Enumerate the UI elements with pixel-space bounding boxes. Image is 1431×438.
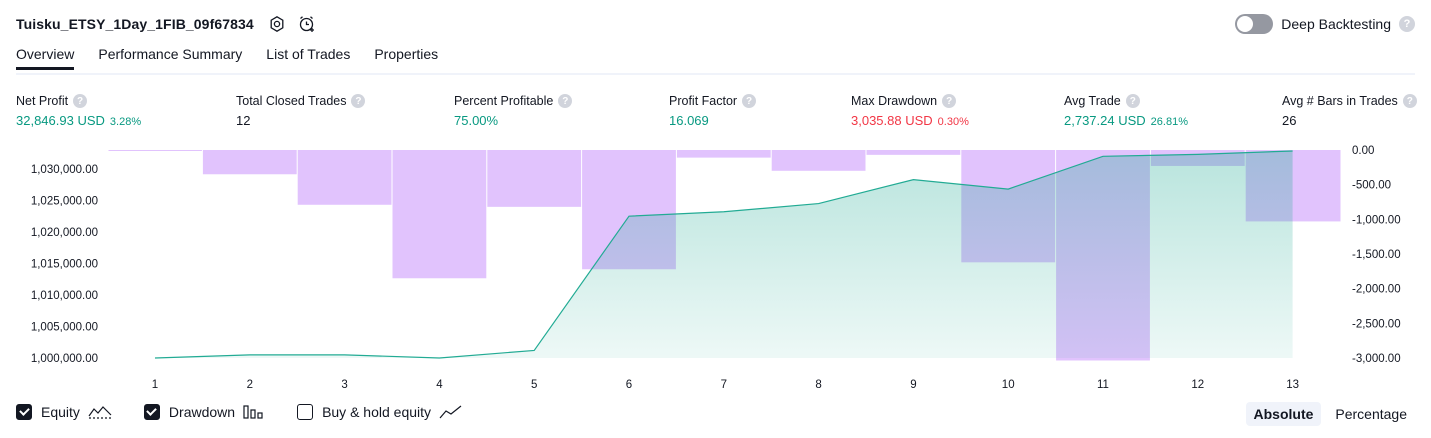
help-icon[interactable]: ?	[942, 94, 957, 108]
x-axis-tick: 2	[247, 379, 253, 391]
drawdown-bar	[676, 150, 771, 158]
help-icon[interactable]: ?	[742, 94, 757, 108]
x-axis-tick: 7	[721, 379, 727, 391]
metric-percent: 3.28%	[109, 116, 142, 128]
help-icon[interactable]: ?	[73, 94, 88, 108]
deep-backtesting-toggle[interactable]	[1235, 14, 1274, 34]
drawdown-bar	[866, 150, 961, 155]
deep-backtesting-label: Deep Backtesting	[1281, 16, 1391, 32]
scale-mode-switch: Absolute Percentage	[1245, 402, 1416, 426]
equity-checkbox[interactable]	[16, 404, 32, 420]
x-axis-tick: 3	[341, 379, 347, 391]
left-axis-tick: 1,025,000.00	[31, 195, 98, 207]
help-icon[interactable]: ?	[558, 94, 573, 108]
legend-equity[interactable]: Equity	[16, 404, 112, 420]
line-chart-icon	[439, 404, 463, 420]
help-icon[interactable]: ?	[1399, 16, 1415, 32]
tab-overview[interactable]: Overview	[16, 46, 75, 70]
metric-label: Max Drawdown	[851, 94, 938, 108]
x-axis-tick: 10	[1002, 379, 1015, 391]
metric-label: Net Profit	[16, 94, 69, 108]
left-axis-tick: 1,030,000.00	[31, 164, 98, 176]
left-axis-tick: 1,000,000.00	[31, 353, 98, 365]
metric-value: 16.069	[669, 113, 709, 128]
drawdown-bar	[487, 150, 582, 207]
right-axis-tick: -2,500.00	[1352, 318, 1401, 330]
left-axis-tick: 1,005,000.00	[31, 321, 98, 333]
metric-label: Profit Factor	[669, 94, 738, 108]
equity-area	[155, 150, 1293, 358]
right-axis-tick: -1,500.00	[1352, 249, 1401, 261]
right-axis-tick: -3,000.00	[1352, 353, 1401, 365]
left-axis-tick: 1,015,000.00	[31, 258, 98, 270]
metric-avg-trade: Avg Trade? 2,737.24 USD 26.81%	[1064, 94, 1188, 128]
percentage-button[interactable]: Percentage	[1335, 406, 1407, 422]
legend-label: Equity	[41, 404, 80, 420]
tab-properties[interactable]: Properties	[374, 46, 439, 62]
metric-value: 3,035.88 USD	[851, 113, 933, 128]
legend-drawdown[interactable]: Drawdown	[143, 404, 265, 420]
x-axis-tick: 11	[1097, 379, 1109, 391]
metric-value: 32,846.93 USD	[16, 113, 105, 128]
x-axis-tick: 1	[152, 379, 158, 391]
metric-value: 2,737.24 USD	[1064, 113, 1146, 128]
metric-label: Avg # Bars in Trades	[1282, 94, 1398, 108]
x-axis-tick: 5	[531, 379, 537, 391]
legend-label: Drawdown	[168, 404, 236, 420]
metric-net-profit: Net Profit? 32,846.93 USD 3.28%	[16, 94, 141, 128]
settings-gear-icon[interactable]	[266, 13, 288, 35]
metric-total-closed-trades: Total Closed Trades? 12	[236, 94, 366, 128]
x-axis-tick: 13	[1286, 379, 1299, 391]
metric-percent-profitable: Percent Profitable? 75.00%	[454, 94, 573, 128]
tab-list-of-trades[interactable]: List of Trades	[266, 46, 351, 62]
drawdown-bar	[202, 150, 297, 175]
header-bar: Tuisku_ETSY_1Day_1FIB_09f67834	[16, 12, 318, 36]
drawdown-bar	[771, 150, 866, 171]
x-axis-tick: 9	[910, 379, 916, 391]
drawdown-checkbox[interactable]	[143, 404, 160, 420]
legend-buy-hold[interactable]: Buy & hold equity	[297, 404, 463, 420]
right-axis-tick: -500.00	[1352, 180, 1391, 192]
tab-performance-summary[interactable]: Performance Summary	[98, 46, 243, 62]
left-axis-tick: 1,020,000.00	[31, 227, 98, 239]
metric-label: Total Closed Trades	[236, 94, 347, 108]
buy-hold-checkbox[interactable]	[297, 404, 314, 420]
metric-value: 26	[1282, 113, 1297, 128]
metric-value: 75.00%	[454, 113, 499, 128]
metric-profit-factor: Profit Factor? 16.069	[669, 94, 757, 128]
help-icon[interactable]: ?	[1402, 94, 1417, 108]
help-icon[interactable]: ?	[1125, 94, 1140, 108]
drawdown-bar	[392, 150, 487, 279]
toggle-knob	[1237, 16, 1254, 32]
tabs-divider	[16, 73, 1415, 75]
alarm-clock-icon[interactable]	[296, 13, 318, 35]
tab-bar: Overview Performance Summary List of Tra…	[16, 46, 438, 70]
right-axis-tick: -1,000.00	[1352, 214, 1401, 226]
equity-drawdown-chart: 1,030,000.00 1,025,000.00 1,020,000.00 1,01…	[31, 145, 1401, 391]
metric-label: Percent Profitable	[454, 94, 554, 108]
absolute-button[interactable]: Absolute	[1245, 402, 1322, 426]
right-axis-tick: 0.00	[1352, 145, 1374, 157]
x-axis-tick: 8	[815, 379, 821, 391]
drawdown-bar	[297, 150, 392, 205]
right-axis-tick: -2,000.00	[1352, 284, 1401, 296]
metric-max-drawdown: Max Drawdown? 3,035.88 USD 0.30%	[851, 94, 969, 128]
metric-label: Avg Trade	[1064, 94, 1121, 108]
x-axis-tick: 12	[1191, 379, 1204, 391]
strategy-title: Tuisku_ETSY_1Day_1FIB_09f67834	[16, 16, 254, 32]
deep-backtesting-control: Deep Backtesting ?	[1235, 12, 1415, 36]
area-chart-icon	[88, 404, 112, 420]
metric-percent: 26.81%	[1150, 116, 1188, 128]
x-axis-tick: 4	[436, 379, 443, 391]
metric-avg-bars: Avg # Bars in Trades? 26	[1282, 94, 1417, 128]
metric-percent: 0.30%	[937, 116, 969, 128]
x-axis-tick: 6	[626, 379, 632, 391]
legend-label: Buy & hold equity	[322, 404, 432, 420]
help-icon[interactable]: ?	[351, 94, 366, 108]
bar-chart-icon	[243, 404, 265, 420]
drawdown-bar	[108, 150, 202, 151]
chart-legend: Equity Drawdown Buy & hold equity	[16, 404, 495, 420]
metric-value: 12	[236, 113, 251, 128]
left-axis-tick: 1,010,000.00	[31, 290, 98, 302]
